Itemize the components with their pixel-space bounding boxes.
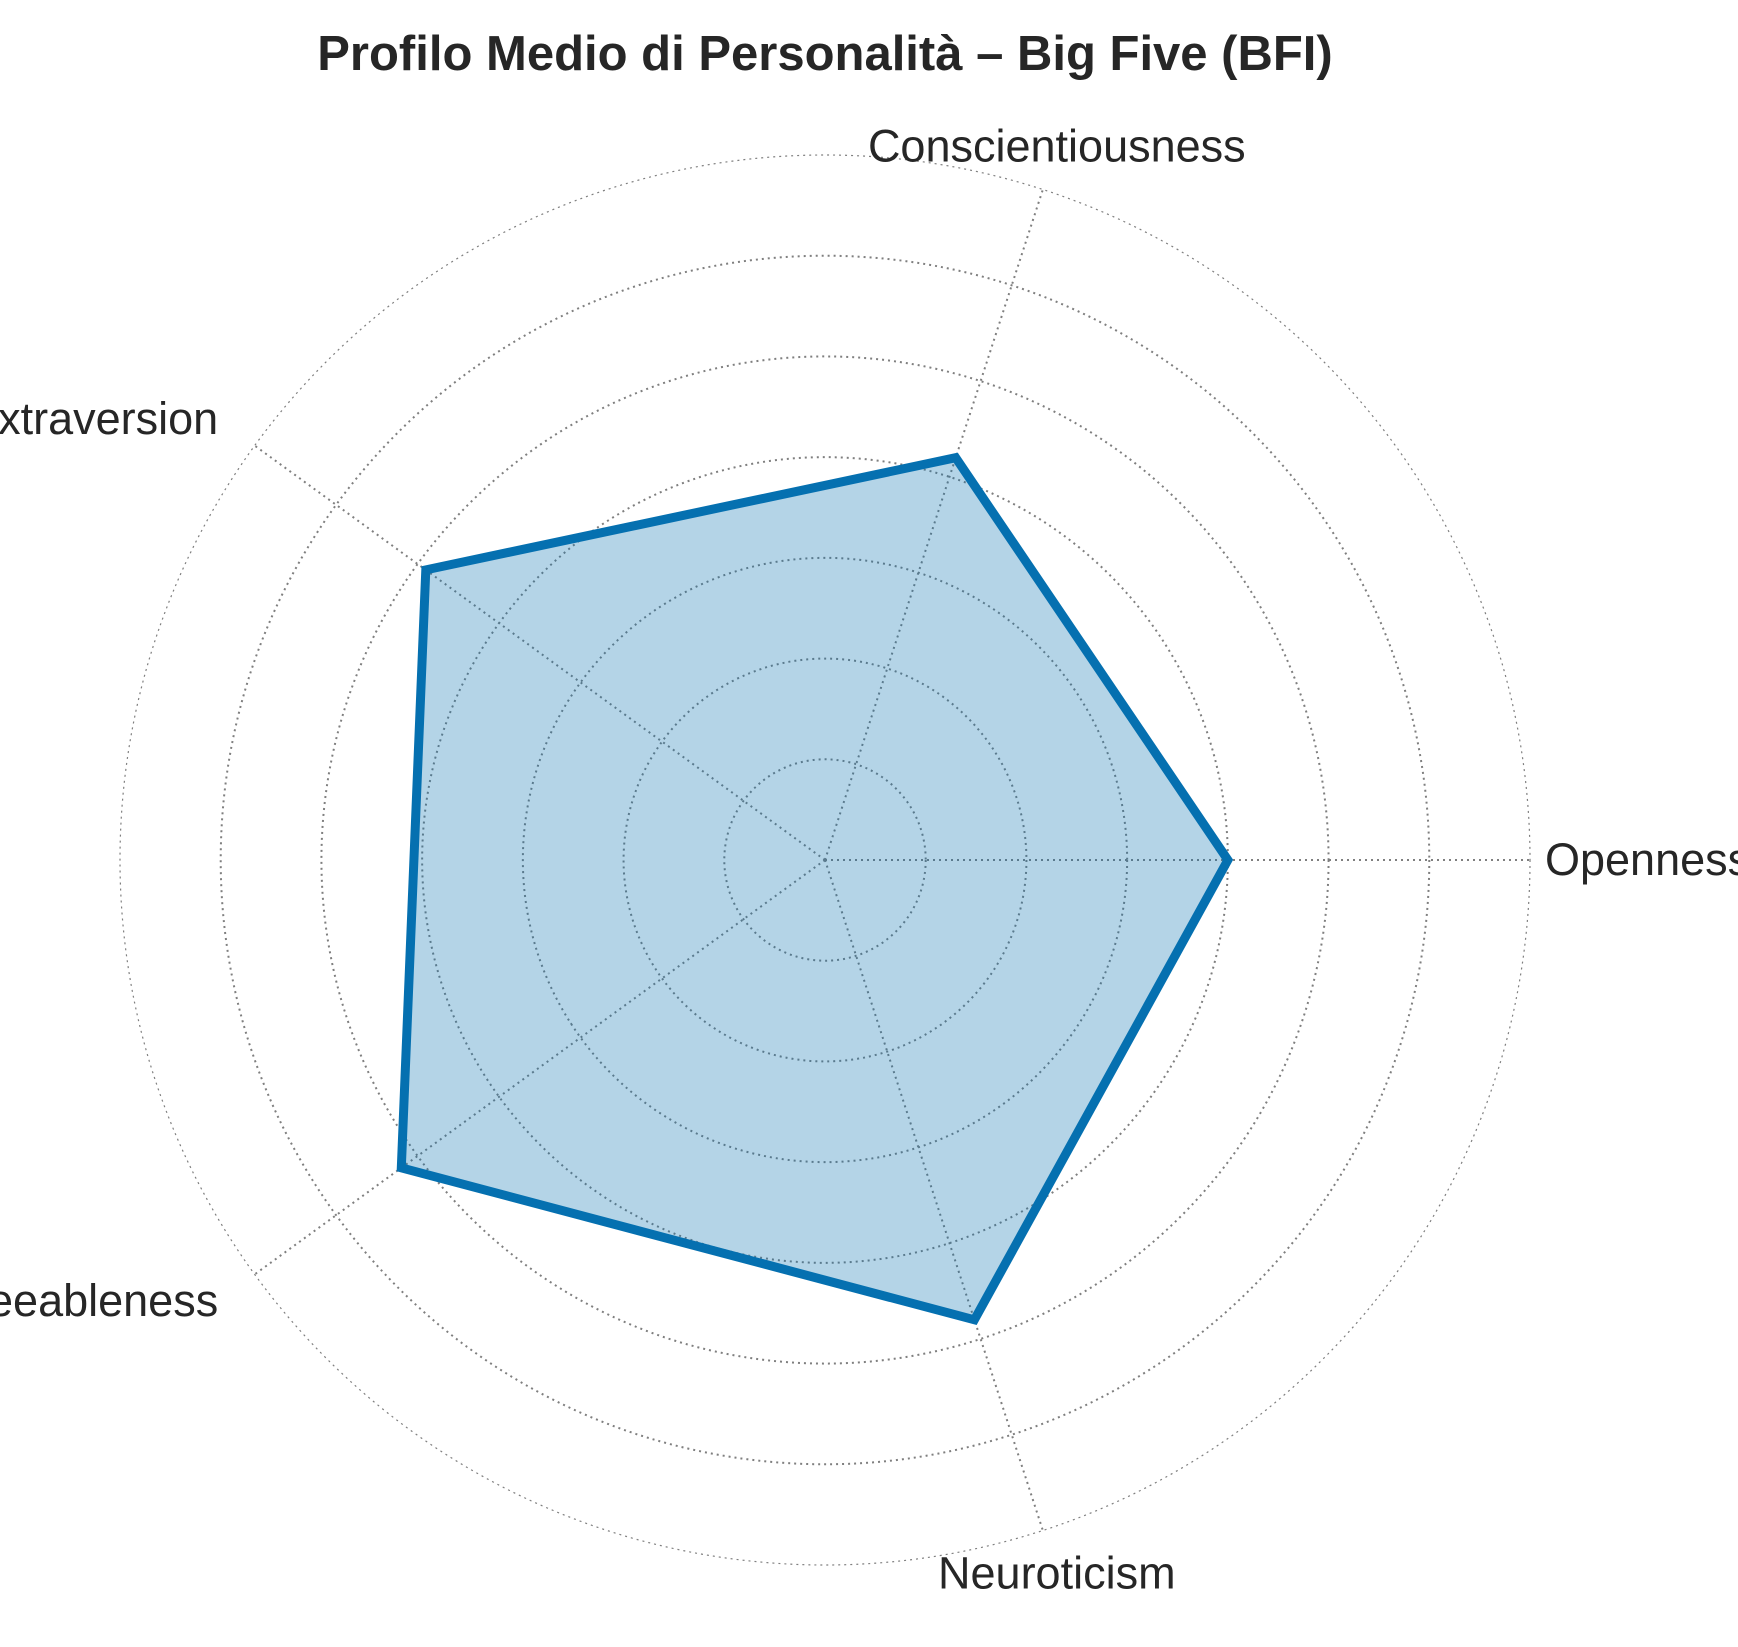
series-line xyxy=(396,452,1234,1326)
grid-circle xyxy=(219,254,1431,1466)
grid-circle xyxy=(119,154,1531,1566)
data-layer xyxy=(396,452,1234,1326)
grid-circle xyxy=(723,758,927,962)
series-area xyxy=(401,457,1228,1320)
axis-label-conscientiousness: Conscientiousness xyxy=(868,121,1246,172)
grid-layer xyxy=(119,154,1531,1566)
label-layer: Openness Conscientiousness Extraversion Agr… xyxy=(0,121,1738,1599)
grid-circle xyxy=(521,556,1129,1164)
grid-circle xyxy=(320,355,1330,1365)
axis-label-neuroticism: Neuroticism xyxy=(938,1547,1176,1598)
axis-label-agreeableness: Agreeableness xyxy=(0,1275,218,1326)
chart-title: Profilo Medio di Personalità – Big Five … xyxy=(317,27,1333,81)
axis-label-extraversion: Extraversion xyxy=(0,393,218,444)
axis-label-openness: Openness xyxy=(1545,834,1738,885)
grid-circle xyxy=(622,657,1028,1063)
